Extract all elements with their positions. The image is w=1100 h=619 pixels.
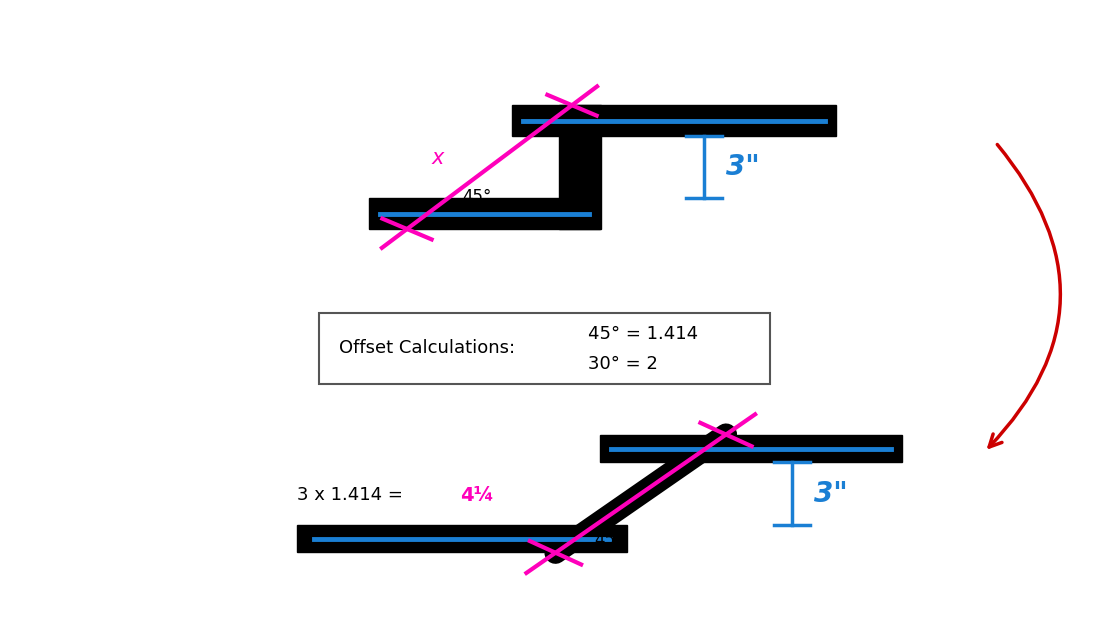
Text: Offset Calculations:: Offset Calculations: <box>339 339 515 357</box>
Bar <box>319 313 770 384</box>
Bar <box>368 198 600 229</box>
Text: 3 x 1.414 =: 3 x 1.414 = <box>297 486 408 504</box>
Text: 30° = 2: 30° = 2 <box>588 355 659 373</box>
Bar <box>600 435 902 462</box>
Text: 45° = 1.414: 45° = 1.414 <box>588 325 698 343</box>
Text: 3": 3" <box>814 480 848 508</box>
Text: 45°: 45° <box>594 531 624 549</box>
Bar <box>559 105 601 229</box>
Text: 4¼: 4¼ <box>460 486 494 504</box>
Text: 3": 3" <box>726 153 760 181</box>
Text: 45°: 45° <box>462 188 492 206</box>
Bar <box>512 105 836 136</box>
Bar <box>297 525 627 552</box>
Text: x: x <box>431 148 444 168</box>
